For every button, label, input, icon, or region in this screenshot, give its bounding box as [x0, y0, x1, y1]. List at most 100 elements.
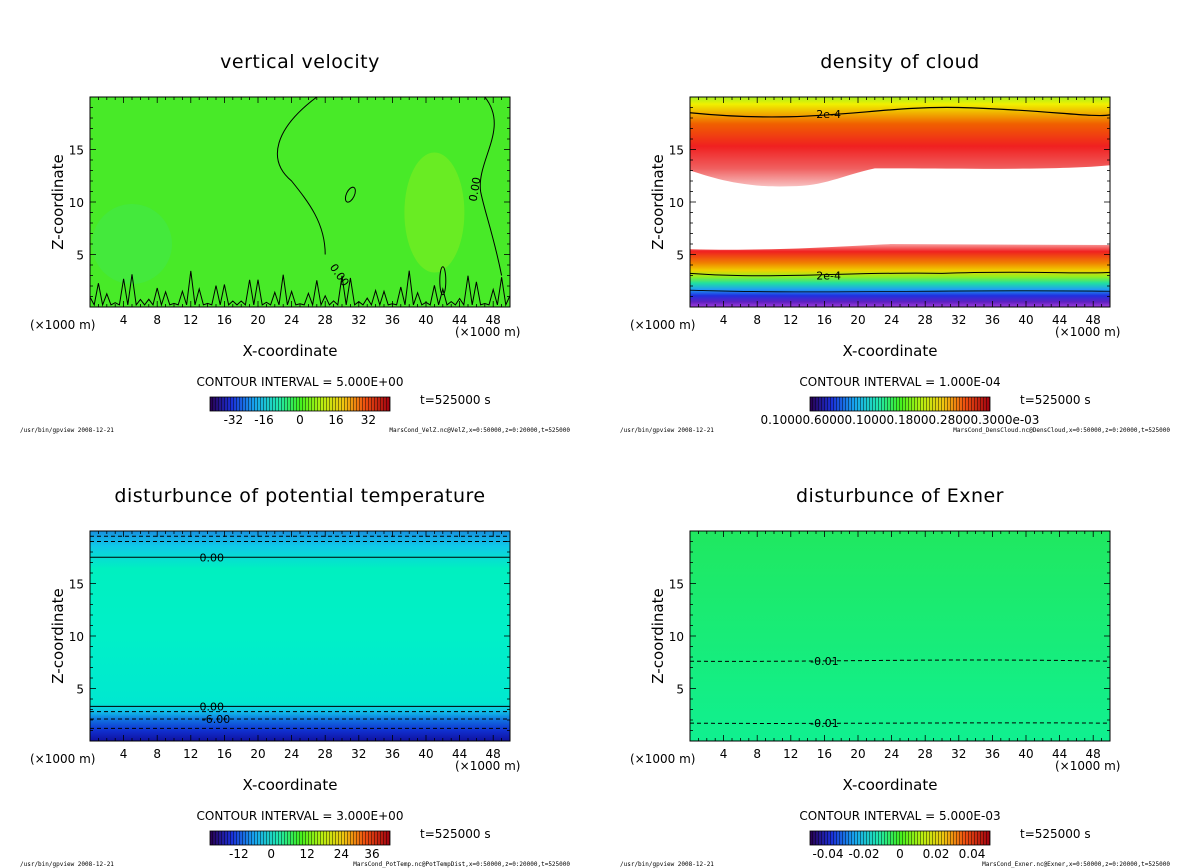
- x-tick-label: 8: [153, 747, 161, 761]
- x-tick-label: 44: [1052, 313, 1067, 327]
- x-tick-label: 28: [918, 747, 933, 761]
- x-axis-label: X-coordinate: [243, 342, 338, 360]
- x-tick-label: 16: [217, 747, 232, 761]
- x-tick-label: 8: [753, 313, 761, 327]
- x-tick-label: 24: [284, 313, 299, 327]
- plot-field: 0.000.00: [90, 97, 510, 307]
- field-warm-patch: [404, 152, 465, 273]
- x-tick-label: 8: [153, 313, 161, 327]
- x-tick-label: 4: [720, 313, 728, 327]
- x-tick-label: 20: [850, 747, 865, 761]
- contour-bottom: [90, 270, 510, 307]
- contour-interval: CONTOUR INTERVAL = 5.000E+00: [197, 375, 404, 389]
- x-axis-label: X-coordinate: [843, 776, 938, 794]
- time-label: t=525000 s: [420, 827, 491, 841]
- x-tick-label: 16: [817, 747, 832, 761]
- footer-left: /usr/bin/gpview 2008-12-21: [620, 861, 714, 868]
- colorbar-tick-label: -0.04: [812, 847, 843, 861]
- contour-loop: [439, 266, 447, 296]
- y-tick-label: 15: [69, 578, 84, 592]
- colorbar-frame: [209, 396, 391, 412]
- colorbar-stripes: [210, 397, 390, 411]
- x-unit-left: (×1000 m): [630, 318, 695, 332]
- x-tick-label: 40: [1018, 313, 1033, 327]
- x-tick-label: 20: [850, 313, 865, 327]
- contour-interval: CONTOUR INTERVAL = 3.000E+00: [197, 809, 404, 823]
- y-axis-label: Z-coordinate: [49, 154, 67, 249]
- time-label: t=525000 s: [1020, 827, 1091, 841]
- x-tick-label: 4: [120, 747, 128, 761]
- time-label: t=525000 s: [420, 393, 491, 407]
- chart-panel-3: disturbunce of potential temperature 0.00…: [20, 485, 570, 868]
- y-tick-label: 5: [676, 683, 684, 697]
- colorbar-tick-label: -16: [254, 413, 274, 427]
- cloud-band-lower: [690, 244, 1110, 307]
- x-tick-label: 24: [884, 313, 899, 327]
- x-tick-label: 44: [452, 747, 467, 761]
- y-tick-label: 15: [669, 578, 684, 592]
- x-unit-right: (×1000 m): [1055, 759, 1120, 773]
- time-label: t=525000 s: [1020, 393, 1091, 407]
- x-axis-label: X-coordinate: [843, 342, 938, 360]
- y-tick-label: 15: [669, 144, 684, 158]
- x-tick-label: 12: [783, 313, 798, 327]
- colorbar-tick-label: 12: [300, 847, 315, 861]
- contour-label: -6.00: [202, 713, 230, 726]
- colorbar-tick-label: 0: [267, 847, 275, 861]
- colorbar-tick-label: 36: [364, 847, 379, 861]
- x-tick-label: 8: [753, 747, 761, 761]
- y-tick-label: 5: [76, 249, 84, 263]
- x-tick-label: 40: [418, 747, 433, 761]
- x-tick-label: 12: [783, 747, 798, 761]
- colorbar-tick-label: -0.02: [848, 847, 879, 861]
- contour-line: [690, 106, 1110, 118]
- y-tick-label: 10: [69, 196, 84, 210]
- plot-field: 2e-4 2e-4: [690, 97, 1110, 307]
- x-tick-label: 4: [720, 747, 728, 761]
- colorbar-tick-label: 24: [334, 847, 349, 861]
- y-axis-label: Z-coordinate: [49, 588, 67, 683]
- colorbar-tick-label: 0: [896, 847, 904, 861]
- y-tick-label: 5: [76, 683, 84, 697]
- contour-label: 2e-4: [816, 108, 841, 121]
- chart-title: disturbunce of Exner: [796, 485, 1004, 507]
- x-tick-label: 48: [486, 747, 501, 761]
- contour-line-dashed: [690, 722, 1110, 724]
- footer-left: /usr/bin/gpview 2008-12-21: [20, 427, 114, 434]
- x-tick-label: 16: [217, 313, 232, 327]
- x-tick-label: 48: [486, 313, 501, 327]
- colorbar-tick-label: 0.04: [959, 847, 986, 861]
- contour-loop: [344, 186, 356, 203]
- x-tick-label: 40: [418, 313, 433, 327]
- x-tick-label: 44: [452, 313, 467, 327]
- colorbar-tick-label: -12: [229, 847, 249, 861]
- chart-title: vertical velocity: [220, 51, 380, 73]
- footer-right: MarsCond_DensCloud.nc@DensCloud,x=0:5000…: [953, 427, 1170, 434]
- x-unit-right: (×1000 m): [455, 325, 520, 339]
- x-tick-label: 36: [385, 313, 400, 327]
- y-tick-label: 5: [676, 249, 684, 263]
- colorbar-stripes: [810, 397, 990, 411]
- x-tick-label: 48: [1086, 313, 1101, 327]
- contour-label: 0.00: [200, 700, 225, 713]
- field-cool-patch: [92, 204, 172, 284]
- colorbar-stripes: [210, 831, 390, 845]
- colorbar-frame: [809, 830, 991, 846]
- x-unit-right: (×1000 m): [1055, 325, 1120, 339]
- x-unit-left: (×1000 m): [30, 752, 95, 766]
- contour-interval: CONTOUR INTERVAL = 5.000E-03: [799, 809, 1000, 823]
- colorbar-tick-label: 0.02: [923, 847, 950, 861]
- contour-line: [479, 97, 503, 276]
- chart-panel-4: disturbunce of Exner-0.01-0.014 8 12 16 20 24…: [620, 485, 1170, 868]
- x-tick-label: 16: [817, 313, 832, 327]
- colorbar-tick-label: -32: [224, 413, 244, 427]
- contour-line-dashed: [690, 659, 1110, 662]
- x-tick-label: 32: [351, 747, 366, 761]
- x-unit-left: (×1000 m): [30, 318, 95, 332]
- y-axis-label: Z-coordinate: [649, 588, 667, 683]
- colorbar-tick-label: 0.10000.60000.10000.18000.28000.3000e-03: [761, 413, 1040, 427]
- x-tick-label: 24: [284, 747, 299, 761]
